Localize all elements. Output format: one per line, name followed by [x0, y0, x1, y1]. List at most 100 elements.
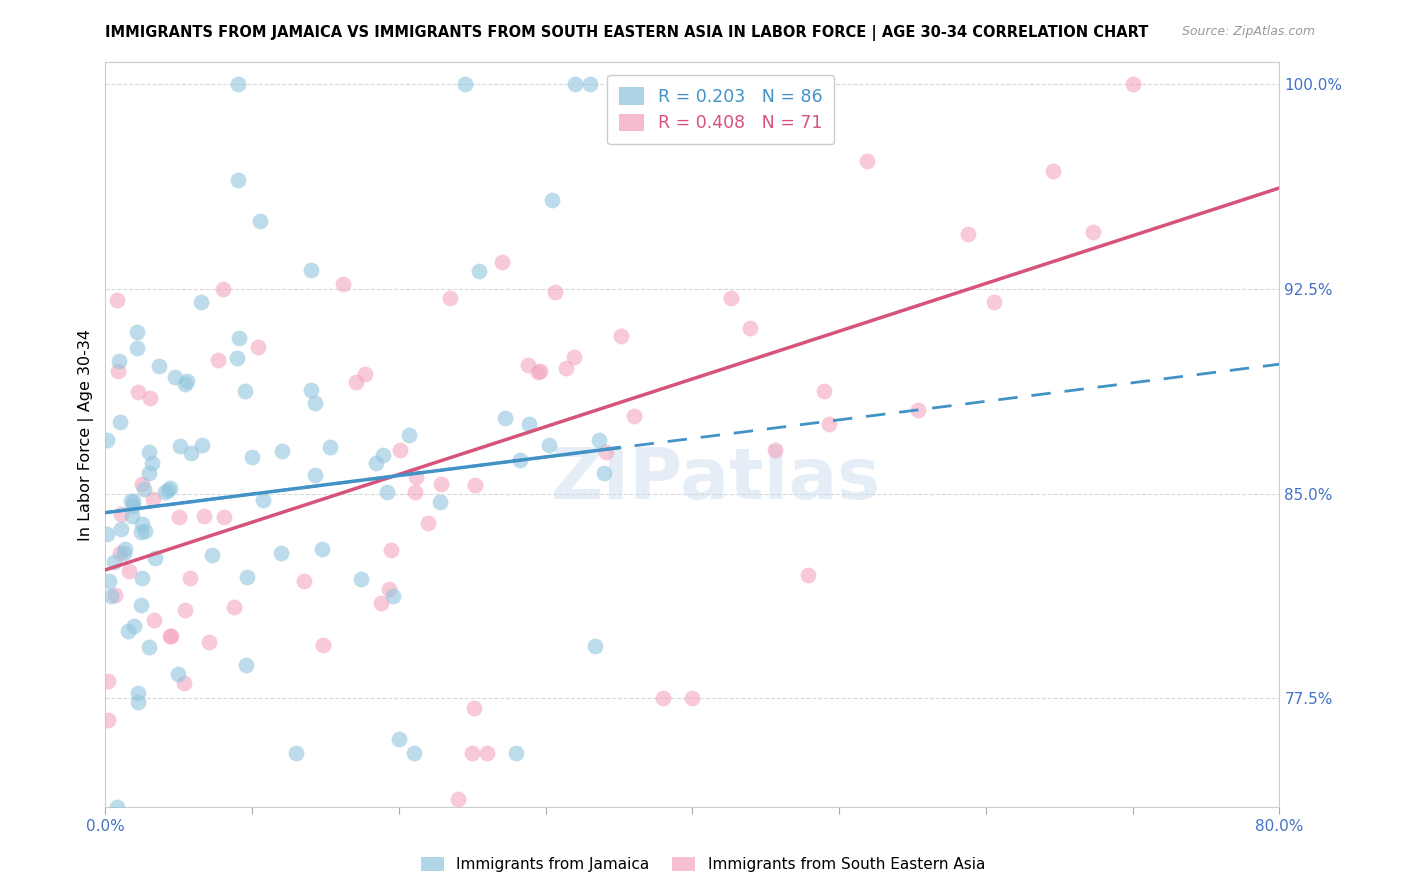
Point	[388, 732, 411, 747]
Point	[110, 507, 132, 521]
Point	[429, 495, 451, 509]
Point	[96, 674, 118, 689]
Point	[127, 384, 149, 399]
Point	[371, 448, 394, 462]
Point	[225, 351, 247, 365]
Point	[270, 546, 292, 560]
Point	[165, 369, 187, 384]
Point	[118, 565, 141, 579]
Point	[418, 516, 440, 531]
Point	[763, 442, 786, 457]
Point	[173, 676, 195, 690]
Point	[127, 686, 149, 700]
Point	[430, 476, 453, 491]
Point	[454, 77, 477, 91]
Point	[682, 691, 704, 706]
Point	[159, 481, 181, 495]
Point	[226, 173, 249, 187]
Point	[191, 438, 214, 452]
Point	[285, 746, 308, 760]
Point	[138, 466, 160, 480]
Point	[197, 634, 219, 648]
Point	[131, 571, 153, 585]
Point	[120, 493, 142, 508]
Point	[193, 509, 215, 524]
Point	[100, 589, 122, 603]
Point	[1042, 164, 1064, 178]
Point	[139, 391, 162, 405]
Point	[562, 351, 585, 365]
Point	[190, 294, 212, 309]
Point	[344, 375, 367, 389]
Point	[652, 691, 675, 706]
Point	[461, 746, 484, 760]
Point	[304, 467, 326, 482]
Point	[491, 254, 513, 268]
Point	[105, 293, 128, 308]
Point	[527, 365, 550, 379]
Point	[623, 409, 645, 423]
Legend: Immigrants from Jamaica, Immigrants from South Eastern Asia: Immigrants from Jamaica, Immigrants from…	[413, 849, 993, 880]
Point	[110, 522, 132, 536]
Point	[578, 77, 600, 91]
Point	[148, 359, 170, 373]
Point	[516, 358, 538, 372]
Point	[180, 445, 202, 459]
Point	[983, 294, 1005, 309]
Point	[176, 375, 198, 389]
Point	[235, 570, 257, 584]
Point	[125, 341, 148, 355]
Point	[818, 417, 841, 432]
Point	[388, 442, 411, 457]
Point	[129, 524, 152, 539]
Point	[583, 639, 606, 653]
Point	[167, 510, 190, 524]
Point	[108, 415, 131, 429]
Point	[475, 746, 498, 760]
Point	[142, 491, 165, 506]
Point	[529, 364, 551, 378]
Point	[1122, 77, 1144, 91]
Point	[138, 444, 160, 458]
Point	[463, 700, 485, 714]
Point	[127, 695, 149, 709]
Point	[304, 396, 326, 410]
Point	[588, 433, 610, 447]
Point	[375, 485, 398, 500]
Point	[353, 367, 375, 381]
Point	[463, 478, 485, 492]
Point	[519, 417, 541, 432]
Point	[112, 545, 135, 559]
Point	[738, 321, 761, 335]
Point	[446, 792, 468, 806]
Point	[509, 453, 531, 467]
Point	[134, 524, 156, 538]
Point	[366, 456, 388, 470]
Point	[103, 555, 125, 569]
Point	[138, 640, 160, 655]
Point	[131, 476, 153, 491]
Point	[167, 666, 190, 681]
Point	[169, 439, 191, 453]
Point	[555, 360, 578, 375]
Point	[610, 329, 633, 343]
Point	[233, 384, 256, 398]
Point	[294, 574, 316, 588]
Text: Source: ZipAtlas.com: Source: ZipAtlas.com	[1181, 25, 1315, 38]
Point	[121, 508, 143, 523]
Point	[311, 541, 333, 556]
Point	[907, 403, 929, 417]
Point	[179, 571, 201, 585]
Point	[720, 291, 742, 305]
Point	[235, 658, 257, 673]
Point	[173, 377, 195, 392]
Point	[956, 227, 979, 241]
Point	[312, 638, 335, 652]
Point	[97, 713, 120, 727]
Point	[380, 542, 402, 557]
Point	[129, 598, 152, 612]
Legend: R = 0.203   N = 86, R = 0.408   N = 71: R = 0.203 N = 86, R = 0.408 N = 71	[607, 75, 834, 145]
Text: IMMIGRANTS FROM JAMAICA VS IMMIGRANTS FROM SOUTH EASTERN ASIA IN LABOR FORCE | A: IMMIGRANTS FROM JAMAICA VS IMMIGRANTS FR…	[105, 25, 1149, 41]
Point	[439, 291, 461, 305]
Point	[222, 599, 245, 614]
